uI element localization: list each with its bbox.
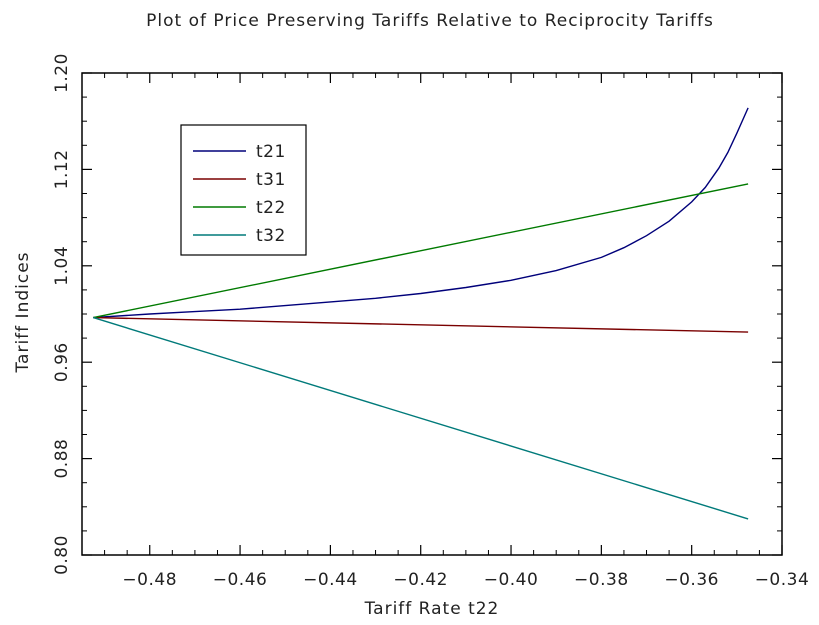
series-line-t21 [93,107,749,319]
legend-box [180,124,307,256]
x-tick-label: −0.48 [122,570,177,590]
y-tick-label: 0.88 [52,439,72,479]
x-tick-labels: −0.48 −0.46 −0.44 −0.42 −0.40 −0.38 −0.36 −0.34 [122,570,810,590]
series-line-t32 [93,316,749,520]
series-lines [93,107,749,520]
series-line-t22 [93,183,749,319]
y-tick-label: 1.04 [52,246,72,286]
y-axis-label: Tariff Indices [13,251,33,373]
x-tick-label: −0.34 [755,570,810,590]
axis-ticks [81,72,783,556]
legend-label-t21: t21 [256,142,286,162]
x-tick-label: −0.36 [664,570,719,590]
x-tick-label: −0.46 [213,570,268,590]
y-tick-label: 1.12 [52,149,72,189]
legend-label-t22: t22 [256,198,286,218]
x-tick-label: −0.40 [484,570,539,590]
y-tick-labels: 0.80 0.88 0.96 1.04 1.12 1.20 [52,53,72,575]
x-tick-label: −0.42 [393,570,448,590]
y-tick-label: 0.96 [52,342,72,382]
legend-label-t31: t31 [256,170,286,190]
y-tick-label: 0.80 [52,535,72,575]
legend-label-t32: t32 [256,226,286,246]
x-axis-label: Tariff Rate t22 [364,599,500,619]
legend-items: t21 t31 t22 t32 [193,142,286,246]
x-tick-label: −0.44 [303,570,358,590]
legend: t21 t31 t22 t32 [180,124,307,256]
series-line-t31 [93,316,749,333]
y-tick-label: 1.20 [52,53,72,93]
chart-title: Plot of Price Preserving Tariffs Relativ… [146,11,714,31]
x-tick-label: −0.38 [574,570,629,590]
